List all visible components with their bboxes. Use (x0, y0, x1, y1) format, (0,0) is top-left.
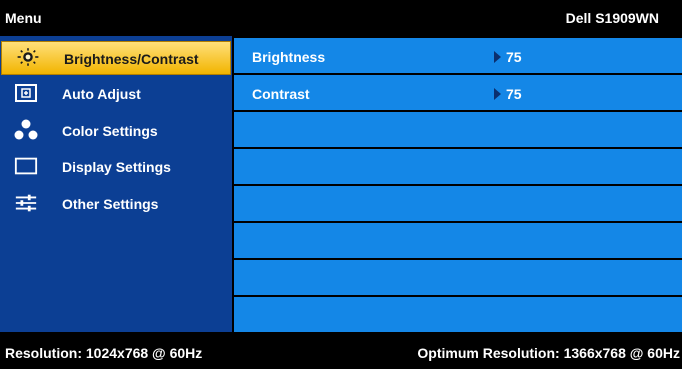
display-settings-icon (14, 155, 38, 177)
setting-row-empty (234, 112, 682, 147)
setting-value: 75 (494, 49, 522, 65)
sidebar: Brightness/Contrast Auto Adjust (0, 36, 232, 332)
settings-panel: Brightness 75 Contrast 75 (234, 36, 682, 332)
setting-row-empty (234, 260, 682, 295)
setting-row-empty (234, 186, 682, 221)
brightness-icon (16, 46, 40, 68)
setting-label: Contrast (252, 86, 310, 102)
sidebar-item-other-settings[interactable]: Other Settings (0, 185, 232, 222)
header-bar: Menu Dell S1909WN (0, 0, 682, 36)
setting-row-empty (234, 223, 682, 258)
sidebar-item-label: Display Settings (62, 159, 171, 175)
setting-row-brightness[interactable]: Brightness 75 (234, 38, 682, 73)
sidebar-item-label: Auto Adjust (62, 86, 141, 102)
menu-title: Menu (5, 10, 42, 26)
contrast-value: 75 (506, 86, 522, 102)
setting-row-contrast[interactable]: Contrast 75 (234, 75, 682, 110)
other-settings-icon (14, 192, 38, 214)
brightness-value: 75 (506, 49, 522, 65)
sidebar-item-brightness-contrast[interactable]: Brightness/Contrast (1, 41, 231, 75)
model-name: Dell S1909WN (565, 10, 659, 26)
arrow-right-icon (494, 51, 501, 63)
sidebar-item-label: Other Settings (62, 195, 159, 212)
arrow-right-icon (494, 88, 501, 100)
setting-label: Brightness (252, 49, 326, 65)
color-settings-icon (14, 119, 38, 141)
setting-row-empty (234, 297, 682, 332)
sidebar-item-label: Color Settings (62, 122, 158, 139)
sidebar-item-label: Brightness/Contrast (64, 51, 199, 67)
status-bar: Resolution: 1024x768 @ 60Hz Optimum Reso… (0, 332, 682, 369)
optimum-resolution: Optimum Resolution: 1366x768 @ 60Hz (417, 345, 680, 361)
sidebar-item-display-settings[interactable]: Display Settings (0, 148, 232, 185)
sidebar-item-color-settings[interactable]: Color Settings (0, 112, 232, 149)
auto-adjust-icon (14, 82, 38, 104)
setting-value: 75 (494, 86, 522, 102)
sidebar-item-auto-adjust[interactable]: Auto Adjust (0, 75, 232, 112)
current-resolution: Resolution: 1024x768 @ 60Hz (5, 345, 203, 361)
setting-row-empty (234, 149, 682, 184)
